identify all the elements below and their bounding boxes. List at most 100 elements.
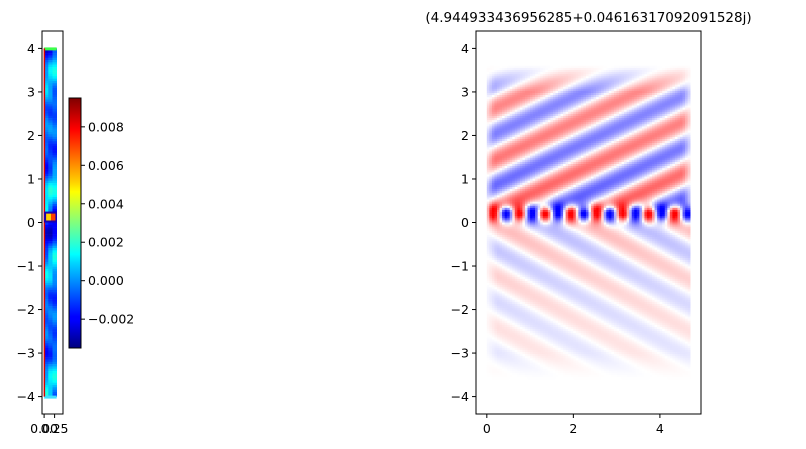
heatmap-cell [634,76,638,79]
heatmap-cell [542,115,546,119]
heatmap-cell [507,84,510,88]
heatmap-cell [52,199,57,202]
heatmap-cell [591,124,594,127]
heatmap-cell [570,78,574,81]
heatmap-cell [606,80,610,83]
heatmap-cell [596,172,599,175]
heatmap-cell [48,350,53,353]
heatmap-cell [649,122,653,125]
heatmap-cell [654,105,658,108]
heatmap-cell [674,138,678,142]
heatmap-cell [601,65,605,69]
heatmap-cell [509,170,513,173]
heatmap-cell [560,97,564,100]
heatmap-cell [535,101,538,104]
heatmap-cell [601,122,605,125]
heatmap-cell [537,172,541,175]
heatmap-cell [654,107,658,110]
heatmap-cell [537,95,541,98]
heatmap-cell [522,105,526,108]
heatmap-cell [44,313,49,316]
heatmap-cell [555,103,559,106]
heatmap-cell [598,65,602,69]
heatmap-cell [631,65,635,69]
heatmap-cell [542,132,546,136]
heatmap-cell [636,168,640,171]
heatmap-cell [606,76,610,79]
heatmap-cell [560,65,564,69]
heatmap-cell [565,90,569,94]
heatmap-cell [601,103,605,106]
heatmap-cell [535,155,538,159]
heatmap-cell [547,149,551,152]
heatmap-cell [621,128,625,131]
heatmap-cell [502,153,505,156]
heatmap-cell [540,178,544,182]
heatmap-cell [512,84,516,88]
heatmap-cell [44,391,49,395]
heatmap-cell [669,147,673,150]
heatmap-cell [512,113,516,117]
heatmap-cell [674,111,678,115]
heatmap-cell [672,174,676,177]
heatmap-cell [512,74,516,77]
heatmap-cell [52,301,57,305]
heatmap-cell [601,113,605,117]
heatmap-cell [550,72,554,75]
heatmap-cell [52,364,57,367]
heatmap-cell [570,74,574,77]
heatmap-cell [560,176,564,179]
heatmap-cell [494,138,498,142]
heatmap-cell [674,126,678,129]
heatmap-cell [616,97,620,100]
heatmap-cell [601,153,605,156]
heatmap-cell [588,132,592,136]
heatmap-cell [611,174,615,177]
heatmap-cell [517,168,521,171]
heatmap-cell [629,107,633,110]
heatmap-cell [636,178,640,182]
heatmap-cell [644,138,648,142]
heatmap-cell [672,97,676,100]
heatmap-cell [654,134,658,138]
heatmap-cell [52,261,57,265]
heatmap-cell [547,115,551,119]
heatmap-cell [578,145,582,148]
heatmap-cell [596,103,599,106]
heatmap-cell [588,115,592,119]
heatmap-cell [652,80,655,83]
heatmap-cell [624,168,627,171]
heatmap-cell [532,74,536,77]
heatmap-cell [619,74,622,77]
heatmap-cell [489,178,493,182]
heatmap-cell [654,149,658,152]
heatmap-cell [646,155,650,159]
heatmap-cell [654,99,658,102]
heatmap-cell [662,86,666,90]
heatmap-cell [491,90,495,94]
heatmap-cell [537,88,541,92]
heatmap-cell [616,151,620,154]
heatmap-cell [48,187,53,191]
heatmap-cell [588,128,592,131]
heatmap-cell [657,157,660,161]
heatmap-cell [613,72,617,75]
heatmap-cell [636,155,640,159]
heatmap-cell [583,122,587,125]
heatmap-cell [606,141,610,144]
heatmap-cell [654,161,658,165]
heatmap-cell [535,95,538,98]
heatmap-cell [532,111,536,115]
heatmap-cell [657,118,660,121]
heatmap-cell [611,82,615,85]
heatmap-cell [685,130,688,133]
heatmap-cell [565,126,569,129]
heatmap-cell [527,153,531,156]
heatmap-cell [524,153,528,156]
heatmap-cell [629,170,633,173]
heatmap-cell [657,134,660,138]
heatmap-cell [44,162,49,165]
heatmap-cell [44,141,49,144]
heatmap-cell [502,134,505,138]
heatmap-cell [685,113,688,117]
